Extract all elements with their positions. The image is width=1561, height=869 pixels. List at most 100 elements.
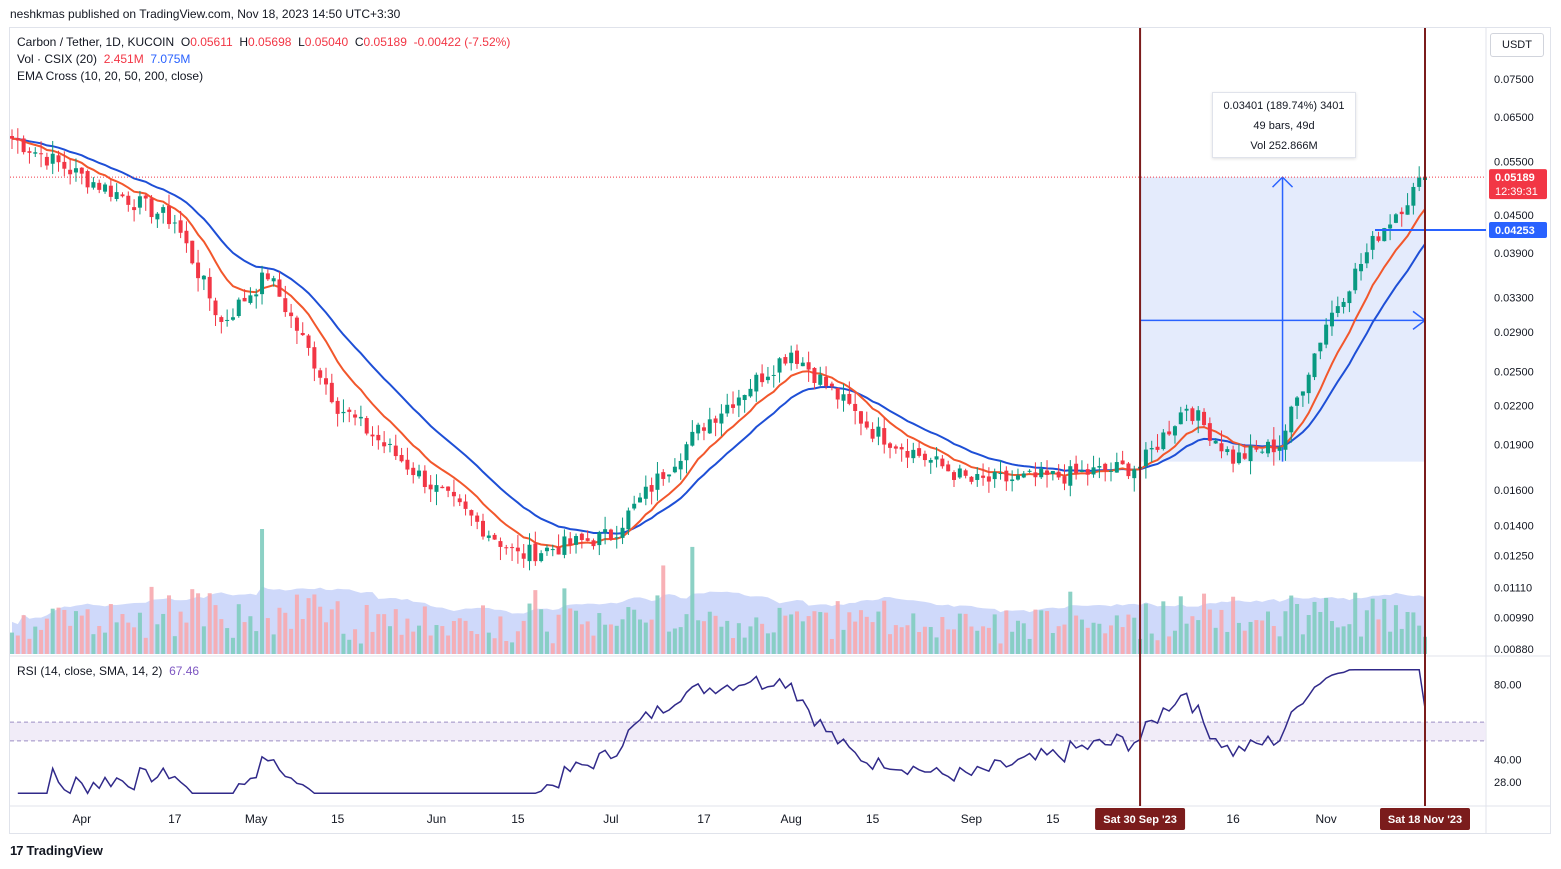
legend-symbol[interactable]: Carbon / Tether, 1D, KUCOIN (17, 35, 175, 49)
time-axis-label: 15 (331, 812, 345, 826)
last-price-badge (1489, 169, 1547, 200)
candle-body (1318, 342, 1323, 352)
legend-ema[interactable]: EMA Cross (10, 20, 50, 200, close) (17, 69, 203, 83)
volume-bar (678, 627, 683, 654)
volume-bar (1318, 611, 1323, 654)
legend-rsi[interactable]: RSI (14, close, SMA, 14, 2) 67.46 (17, 664, 199, 678)
candle-body (800, 362, 805, 367)
candle-body (1027, 470, 1032, 472)
volume-bar (981, 626, 986, 654)
candle-body (667, 474, 672, 477)
volume-bar (254, 631, 259, 654)
rsi-axis-label: 40.00 (1494, 755, 1522, 767)
candle-body (324, 378, 328, 385)
price-axis-label: 0.01110 (1494, 582, 1532, 594)
candle-body (405, 459, 410, 470)
candle-body (568, 538, 573, 545)
candle-body (934, 456, 939, 460)
volume-bar (736, 623, 741, 654)
volume-bar (585, 621, 590, 654)
price-axis-label: 0.02900 (1494, 327, 1534, 339)
candle-body (777, 358, 782, 373)
volume-bar (196, 593, 201, 654)
candle-body (21, 138, 26, 153)
volume-bar (922, 626, 927, 654)
volume-bar (236, 604, 241, 654)
volume-bar (178, 611, 183, 654)
candle-body (725, 404, 730, 414)
volume-bar (905, 625, 910, 654)
price-axis-label: 0.02500 (1494, 366, 1534, 378)
candle-body (1388, 224, 1393, 229)
legend-main[interactable]: Carbon / Tether, 1D, KUCOIN O0.05611 H0.… (17, 35, 510, 49)
candle-body (370, 434, 375, 437)
volume-bar (1167, 636, 1172, 654)
candle-body (655, 473, 660, 490)
candle-body (963, 470, 968, 476)
candle-body (957, 468, 962, 478)
volume-bar (1021, 623, 1026, 654)
volume-bar (172, 636, 177, 654)
candle-body (928, 460, 933, 463)
candle-body (1289, 406, 1294, 433)
tradingview-logo[interactable]: 17 TradingView (10, 843, 103, 858)
volume-bar (341, 633, 346, 654)
volume-bar (446, 635, 451, 654)
candle-body (1271, 439, 1276, 453)
candle-body (696, 424, 701, 434)
volume-bar (289, 628, 294, 654)
volume-bar (638, 619, 642, 654)
volume-bar (1120, 627, 1125, 654)
volume-bar (399, 634, 404, 654)
volume-bar (1196, 620, 1201, 654)
legend-volume[interactable]: Vol · CSIX (20) 2.451M 7.075M (17, 52, 190, 66)
candle-body (1376, 236, 1381, 241)
volume-bar (382, 614, 387, 654)
candle-body (812, 367, 817, 383)
candle-body (1167, 431, 1172, 435)
currency-button[interactable]: USDT (1490, 33, 1544, 57)
volume-bar (300, 618, 305, 654)
volume-bar (1335, 627, 1340, 654)
candle-body (236, 299, 241, 317)
volume-bar (1329, 621, 1334, 654)
candle-body (510, 547, 515, 549)
price-axis-label: 0.01250 (1494, 551, 1534, 563)
time-badge-text: Sat 18 Nov '23 (1388, 814, 1462, 826)
volume-bar (940, 617, 945, 654)
candle-body (899, 447, 904, 450)
candle-body (515, 547, 520, 552)
candle-body (260, 272, 265, 295)
candle-body (731, 404, 736, 408)
candle-body (97, 182, 102, 190)
time-axis-label: Sep (961, 812, 983, 826)
candle-body (143, 195, 148, 199)
candle-body (457, 498, 462, 503)
candle-body (818, 374, 823, 385)
candle-body (1417, 177, 1422, 187)
candle-body (858, 411, 863, 424)
candle-body (242, 297, 247, 302)
volume-bar (451, 621, 456, 654)
candle-body (1260, 451, 1265, 453)
candle-body (829, 383, 834, 387)
volume-bar (294, 594, 299, 654)
volume-bar (1277, 636, 1282, 654)
volume-bar (39, 629, 44, 654)
volume-bar (428, 635, 433, 654)
candle-body (1045, 470, 1050, 475)
volume-bar (126, 622, 131, 654)
candle-body (620, 527, 625, 538)
candle-body (795, 350, 799, 364)
volume-bar (1109, 625, 1113, 654)
volume-bar (655, 595, 660, 654)
candle-body (271, 278, 276, 282)
volume-bar (143, 637, 148, 654)
volume-bar (713, 615, 718, 654)
rsi-band (10, 722, 1486, 741)
volume-bar (201, 626, 206, 654)
legend-close: 0.05189 (363, 35, 407, 49)
candle-body (504, 547, 509, 549)
volume-bar (230, 637, 235, 654)
